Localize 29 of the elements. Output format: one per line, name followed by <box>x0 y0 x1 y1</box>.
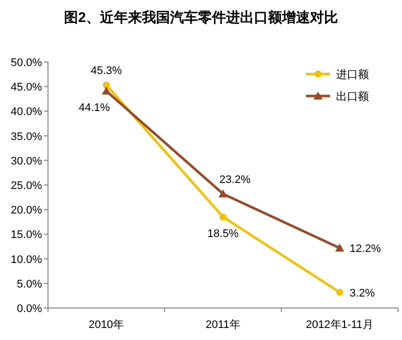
x-tick-label: 2010年 <box>88 319 124 331</box>
point <box>336 288 344 296</box>
data-label: 18.5% <box>207 228 239 240</box>
legend-label: 进口额 <box>336 68 369 81</box>
y-tick-label: 15.0% <box>10 229 42 242</box>
y-tick-label: 20.0% <box>10 204 42 217</box>
y-tick-label: 10.0% <box>10 254 42 266</box>
y-tick-label: 5.0% <box>16 278 42 290</box>
x-tick-label: 2011年 <box>206 319 240 331</box>
chart-title: 图2、近年来我国汽车零件进出口额增速对比 <box>64 9 338 25</box>
y-tick-label: 40.0% <box>10 106 42 118</box>
x-tick-label: 2012年1-11月 <box>306 319 374 331</box>
y-tick-label: 0.0% <box>16 303 42 315</box>
y-tick-label: 35.0% <box>10 130 42 143</box>
point <box>102 82 110 89</box>
y-tick-label: 25.0% <box>10 180 42 192</box>
data-label: 44.1% <box>78 102 110 114</box>
data-label: 12.2% <box>350 242 382 255</box>
y-tick-label: 45.0% <box>10 82 42 94</box>
point <box>102 86 111 95</box>
point <box>218 189 228 198</box>
point <box>220 213 226 220</box>
data-label: 23.2% <box>219 174 251 186</box>
y-tick-label: 30.0% <box>10 155 42 168</box>
data-label: 3.2% <box>350 287 375 300</box>
point <box>335 243 344 252</box>
legend-label: 出口额 <box>336 90 369 103</box>
y-tick-label: 50.0% <box>10 57 42 69</box>
data-label: 45.3% <box>90 65 122 78</box>
